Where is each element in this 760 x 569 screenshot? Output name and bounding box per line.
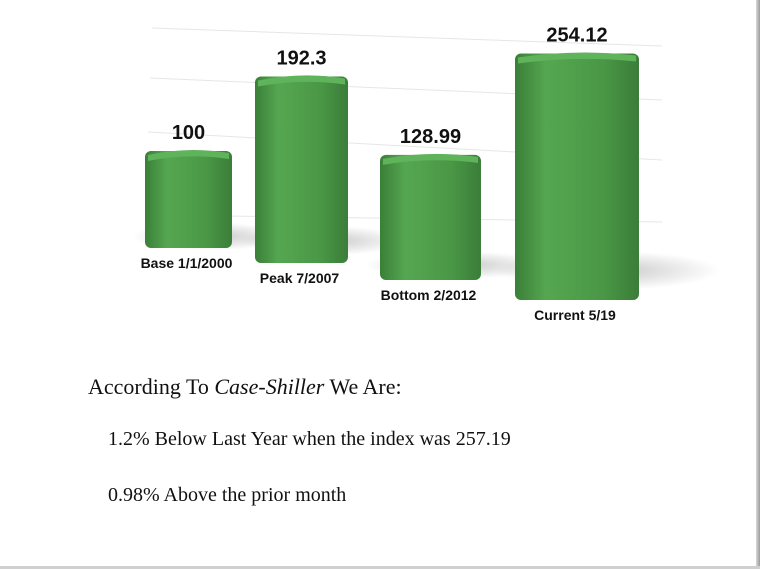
- bar-top: [518, 52, 636, 64]
- gridline: [151, 27, 663, 47]
- bar-front: [515, 53, 639, 300]
- bar-front: [380, 154, 481, 280]
- value-label: 128.99: [400, 126, 461, 148]
- intro-source: Case-Shiller: [214, 374, 325, 399]
- value-label: 192.3: [276, 47, 326, 69]
- year-comparison-text: 1.2% Below Last Year when the index was …: [108, 428, 511, 450]
- value-label: 254.12: [546, 25, 607, 47]
- intro-prefix: According To: [88, 374, 215, 399]
- category-label: Base 1/1/2000: [141, 255, 233, 271]
- bar: [145, 149, 232, 248]
- bar: [515, 52, 639, 300]
- labels: 100 Base 1/1/2000 192.3 Peak 7/2007 128.99 Bo…: [141, 25, 616, 323]
- value-label: 100: [172, 122, 205, 144]
- bar: [255, 75, 348, 264]
- intro-suffix: We Are:: [324, 374, 402, 399]
- category-label: Peak 7/2007: [260, 270, 340, 286]
- bar-top: [383, 153, 478, 165]
- category-label: Current 5/19: [534, 307, 616, 323]
- intro-text: According To Case-Shiller We Are:: [88, 374, 402, 400]
- bar-front: [145, 151, 232, 248]
- bar-top: [148, 149, 229, 161]
- bar-top: [258, 75, 345, 87]
- bar-front: [255, 76, 348, 264]
- bar-chart: 100 Base 1/1/2000 192.3 Peak 7/2007 128.99 Bo…: [131, 25, 720, 323]
- category-label: Bottom 2/2012: [381, 287, 477, 303]
- bars: [145, 52, 639, 300]
- page-bottom-edge: [0, 566, 760, 569]
- bar: [380, 153, 481, 280]
- page-right-edge: [756, 0, 760, 569]
- month-comparison-text: 0.98% Above the prior month: [108, 484, 347, 506]
